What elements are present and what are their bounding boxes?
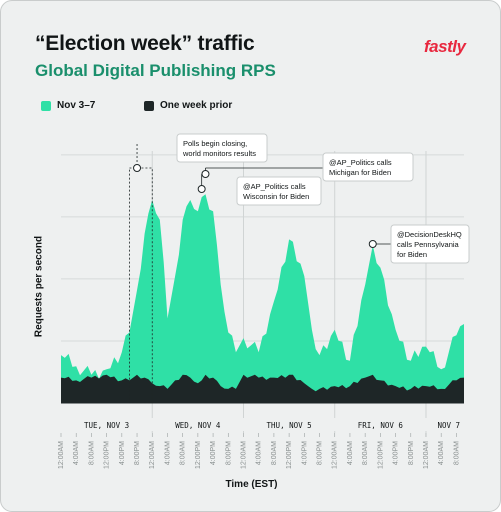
series-area-nov3-7: [61, 194, 464, 403]
fastly-logo: fastly: [424, 37, 466, 56]
annotation-text: @AP_Politics calls Michigan for Biden: [329, 158, 392, 177]
annotation-text: @AP_Politics calls Wisconsin for Biden: [243, 182, 309, 201]
chart-title: “Election week” traffic: [35, 32, 255, 55]
x-tick-label: 8:00AM: [453, 441, 460, 465]
day-label: TUE, NOV 3: [84, 421, 129, 430]
legend-swatch-nov3-7: [41, 100, 51, 111]
x-tick-label: 4:00PM: [393, 441, 400, 465]
annotation-box: [236, 176, 322, 206]
x-tick-label: 12:00AM: [423, 441, 430, 469]
x-tick-label: 8:00PM: [317, 441, 324, 465]
day-label: NOV 7: [438, 421, 461, 430]
x-tick-label: 12:00AM: [240, 441, 247, 469]
x-tick-label: 4:00AM: [164, 441, 171, 465]
annotation-marker: [368, 240, 377, 248]
x-tick-label: 4:00AM: [73, 441, 80, 465]
annotation-text: @DecisionDeskHQ calls Pennsylvania for Bid…: [397, 230, 462, 259]
x-tick-label: 12:00AM: [58, 441, 65, 469]
x-tick-label: 4:00PM: [210, 441, 217, 465]
day-label-band: [61, 418, 464, 431]
x-tick-label: 4:00AM: [256, 441, 263, 465]
x-tick-label: 12:00PM: [195, 441, 202, 469]
legend-label-nov3-7: Nov 3–7: [57, 100, 96, 111]
annotation-box: [176, 133, 268, 163]
x-axis-label: Time (EST): [225, 479, 278, 490]
annotation-marker: [201, 170, 210, 178]
legend-item-week-prior: One week prior: [144, 100, 232, 111]
day-label: WED, NOV 4: [175, 421, 221, 430]
annotation-callout: @AP_Politics calls Wisconsin for Biden: [197, 176, 322, 206]
annotation-box: [390, 224, 470, 264]
x-tick-label: 8:00AM: [362, 441, 369, 465]
legend-item-nov3-7: Nov 3–7: [41, 100, 95, 111]
annotation-marker: [197, 185, 206, 193]
x-tick-label: 8:00AM: [271, 441, 278, 465]
annotation-callout: @DecisionDeskHQ calls Pennsylvania for Bid…: [368, 224, 470, 264]
annotation-box: [322, 152, 414, 182]
annotation-callout: Polls begin closing, world monitors resul…: [133, 133, 268, 172]
x-tick-label: 4:00AM: [438, 441, 445, 465]
x-tick-label: 8:00AM: [88, 441, 95, 465]
x-tick-label: 12:00AM: [332, 441, 339, 469]
x-tick-label: 8:00PM: [408, 441, 415, 465]
series-area-week-prior: [61, 374, 464, 403]
x-tick-label: 12:00PM: [377, 441, 384, 469]
x-tick-label: 4:00PM: [119, 441, 126, 465]
x-tick-label: 8:00PM: [134, 441, 141, 465]
x-tick-label: 12:00PM: [286, 441, 293, 469]
polls-closing-window: [129, 167, 153, 404]
day-label: FRI, NOV 6: [358, 421, 404, 430]
x-tick-label: 8:00AM: [180, 441, 187, 465]
legend-label-week-prior: One week prior: [160, 100, 233, 111]
annotation-text: Polls begin closing, world monitors resul…: [182, 139, 256, 158]
annotation-callout: @AP_Politics calls Michigan for Biden: [201, 152, 414, 182]
x-tick-label: 4:00PM: [301, 441, 308, 465]
annotation-marker: [133, 164, 142, 172]
day-label: THU, NOV 5: [267, 421, 312, 430]
x-tick-label: 8:00PM: [225, 441, 232, 465]
x-tick-label: 12:00PM: [104, 441, 111, 469]
legend-swatch-week-prior: [144, 100, 154, 111]
x-tick-label: 12:00AM: [149, 441, 156, 469]
x-tick-label: 4:00AM: [347, 441, 354, 465]
chart-subtitle: Global Digital Publishing RPS: [35, 61, 276, 80]
